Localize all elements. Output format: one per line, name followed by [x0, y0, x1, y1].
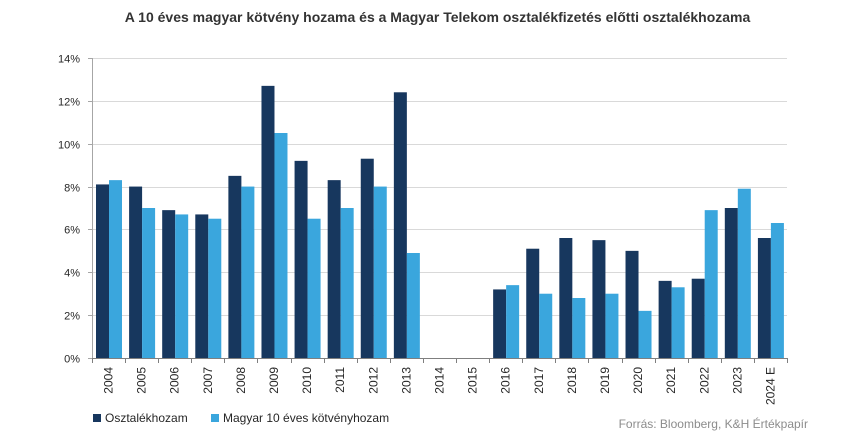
legend-item-dividend-yield: Osztalékhozam [93, 411, 188, 425]
x-tick-label: 2024 E [763, 367, 777, 405]
bar-dividend-yield-2013 [393, 92, 407, 358]
bar-bond-yield-2019 [605, 293, 619, 358]
bar-bond-yield-2011 [340, 208, 354, 358]
bar-dividend-yield-2011 [327, 180, 341, 358]
x-tick-label: 2012 [366, 367, 380, 394]
x-tick-label: 2010 [300, 367, 314, 394]
y-tick-label: 2% [64, 311, 80, 323]
x-tick-label: 2011 [333, 367, 347, 393]
chart-title: A 10 éves magyar kötvény hozama és a Mag… [124, 9, 751, 25]
bar-bond-yield-2017 [539, 293, 553, 358]
bars [96, 85, 784, 359]
x-tick-label: 2008 [234, 367, 248, 394]
legend-label-dividend-yield: Osztalékhozam [105, 411, 188, 425]
bar-dividend-yield-2017 [526, 248, 540, 358]
bar-bond-yield-2006 [175, 214, 189, 358]
y-tick-label: 4% [64, 268, 80, 280]
axes [88, 58, 788, 363]
bar-bond-yield-2021 [671, 287, 685, 358]
x-tick-label: 2007 [201, 367, 215, 394]
x-tick-label: 2005 [135, 367, 149, 394]
bar-dividend-yield-2005 [129, 186, 143, 358]
axis-labels: 0% 2% 4% 6% 8% 10% 12% 14% 2004 2005 2006 2007 2008 2… [58, 54, 777, 406]
x-tick-label: 2020 [631, 367, 645, 394]
bar-dividend-yield-2016 [493, 289, 507, 358]
bar-dividend-yield-2009 [261, 85, 275, 359]
bar-dividend-yield-2006 [162, 210, 176, 358]
bar-dividend-yield-2023 [724, 208, 738, 358]
y-tick-label: 12% [58, 97, 80, 109]
x-tick-label: 2015 [466, 367, 480, 394]
legend-item-bond-yield: Magyar 10 éves kötvényhozam [211, 411, 389, 425]
x-tick-label: 2022 [697, 367, 711, 394]
legend-swatch-bond-yield [211, 414, 219, 422]
bar-dividend-yield-2010 [294, 160, 308, 358]
bar-bond-yield-2018 [572, 298, 586, 358]
bar-bond-yield-2016 [506, 285, 520, 358]
y-tick-label: 14% [58, 54, 80, 66]
bar-dividend-yield-2008 [228, 175, 242, 358]
x-tick-label: 2016 [499, 367, 513, 394]
x-tick-label: 2018 [565, 367, 579, 394]
x-tick-label: 2017 [532, 367, 546, 394]
x-tick-label: 2006 [168, 367, 182, 394]
x-tick-label: 2021 [664, 367, 678, 394]
x-tick-label: 2023 [730, 367, 744, 394]
bar-bond-yield-2008 [241, 186, 255, 358]
bar-bond-yield-2007 [208, 218, 222, 358]
bar-bond-yield-2022 [704, 210, 718, 358]
bar-bond-yield-2024-e [770, 223, 784, 358]
bar-dividend-yield-2004 [96, 184, 109, 358]
y-tick-label: 8% [64, 183, 80, 195]
bar-bond-yield-2023 [737, 188, 751, 358]
bar-dividend-yield-2019 [592, 240, 606, 358]
x-tick-label: 2019 [598, 367, 612, 394]
y-tick-label: 6% [64, 225, 80, 237]
bar-bond-yield-2020 [638, 310, 652, 358]
y-tick-label: 10% [58, 140, 80, 152]
bar-dividend-yield-2022 [691, 278, 705, 358]
bar-bond-yield-2004 [109, 180, 122, 358]
x-tick-label: 2013 [399, 367, 413, 394]
x-tick-label: 2004 [102, 367, 116, 394]
x-tick-label: 2009 [267, 367, 281, 394]
bar-bond-yield-2010 [307, 218, 321, 358]
legend-label-bond-yield: Magyar 10 éves kötvényhozam [223, 411, 390, 425]
y-tick-label: 0% [64, 354, 80, 366]
source-note: Forrás: Bloomberg, K&H Értékpapír [618, 417, 808, 431]
bar-bond-yield-2009 [274, 133, 288, 358]
bar-dividend-yield-2018 [559, 238, 573, 358]
x-tick-label: 2014 [433, 367, 447, 394]
bar-bond-yield-2012 [373, 186, 387, 358]
bar-bond-yield-2013 [406, 253, 420, 358]
bar-bond-yield-2005 [142, 208, 156, 358]
bar-dividend-yield-2012 [360, 158, 374, 358]
bar-dividend-yield-2020 [625, 250, 639, 358]
bar-dividend-yield-2024-e [757, 238, 771, 358]
bar-dividend-yield-2021 [658, 280, 672, 358]
bar-dividend-yield-2007 [195, 214, 209, 358]
legend-swatch-dividend-yield [93, 414, 101, 422]
